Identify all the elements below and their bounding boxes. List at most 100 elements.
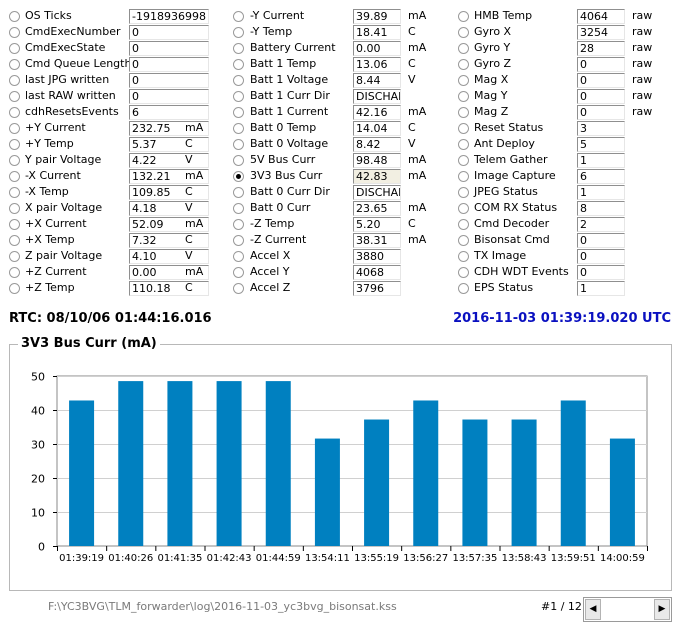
telemetry-row-y-temp[interactable]: +Y Temp 5.37 C — [9, 136, 229, 152]
telemetry-row-x-current[interactable]: +X Current 52.09 mA — [9, 216, 229, 232]
radio-button[interactable] — [9, 283, 20, 294]
telemetry-row-batt-0-temp[interactable]: Batt 0 Temp 14.04 C — [233, 120, 453, 136]
radio-button[interactable] — [458, 107, 469, 118]
telemetry-row-cmd-queue-length[interactable]: Cmd Queue Length 0 — [9, 56, 229, 72]
radio-button[interactable] — [233, 91, 244, 102]
radio-button[interactable] — [458, 123, 469, 134]
radio-button[interactable] — [233, 235, 244, 246]
telemetry-row-ant-deploy[interactable]: Ant Deploy 5 — [458, 136, 676, 152]
telemetry-row-hmb-temp[interactable]: HMB Temp 4064 raw — [458, 8, 676, 24]
radio-button[interactable] — [9, 59, 20, 70]
scroll-left-button[interactable]: ◀ — [585, 599, 601, 620]
radio-button[interactable] — [9, 155, 20, 166]
telemetry-row-y-current[interactable]: -Y Current 39.89 mA — [233, 8, 453, 24]
telemetry-row-jpeg-status[interactable]: JPEG Status 1 — [458, 184, 676, 200]
telemetry-row-batt-0-curr-dir[interactable]: Batt 0 Curr Dir DISCHAR — [233, 184, 453, 200]
telemetry-row-batt-0-voltage[interactable]: Batt 0 Voltage 8.42 V — [233, 136, 453, 152]
radio-button[interactable] — [9, 11, 20, 22]
radio-button[interactable] — [9, 27, 20, 38]
telemetry-row-accel-z[interactable]: Accel Z 3796 — [233, 280, 453, 296]
radio-button[interactable] — [233, 267, 244, 278]
radio-button[interactable] — [458, 75, 469, 86]
telemetry-row-os-ticks[interactable]: OS Ticks -1918936998 — [9, 8, 229, 24]
telemetry-row-3v3-bus-curr[interactable]: 3V3 Bus Curr 42.83 mA — [233, 168, 453, 184]
radio-button[interactable] — [458, 59, 469, 70]
radio-button[interactable] — [233, 251, 244, 262]
telemetry-row-z-temp[interactable]: -Z Temp 5.20 C — [233, 216, 453, 232]
telemetry-row-y-current[interactable]: +Y Current 232.75 mA — [9, 120, 229, 136]
telemetry-row-x-pair-voltage[interactable]: X pair Voltage 4.18 V — [9, 200, 229, 216]
telemetry-row-y-temp[interactable]: -Y Temp 18.41 C — [233, 24, 453, 40]
telemetry-row-cmdexecnumber[interactable]: CmdExecNumber 0 — [9, 24, 229, 40]
telemetry-row-batt-1-curr-dir[interactable]: Batt 1 Curr Dir DISCHAR — [233, 88, 453, 104]
radio-button[interactable] — [9, 139, 20, 150]
telemetry-row-cdh-wdt-events[interactable]: CDH WDT Events 0 — [458, 264, 676, 280]
telemetry-row-cmdexecstate[interactable]: CmdExecState 0 — [9, 40, 229, 56]
radio-button[interactable] — [233, 203, 244, 214]
telemetry-row-z-temp[interactable]: +Z Temp 110.18 C — [9, 280, 229, 296]
telemetry-row-cdhresetsevents[interactable]: cdhResetsEvents 6 — [9, 104, 229, 120]
radio-button[interactable] — [233, 27, 244, 38]
radio-button[interactable] — [458, 43, 469, 54]
radio-button[interactable] — [233, 75, 244, 86]
telemetry-row-z-pair-voltage[interactable]: Z pair Voltage 4.10 V — [9, 248, 229, 264]
radio-button[interactable] — [458, 91, 469, 102]
radio-button[interactable] — [233, 59, 244, 70]
telemetry-row-gyro-z[interactable]: Gyro Z 0 raw — [458, 56, 676, 72]
telemetry-row-mag-z[interactable]: Mag Z 0 raw — [458, 104, 676, 120]
radio-button[interactable] — [233, 123, 244, 134]
radio-button[interactable] — [233, 283, 244, 294]
telemetry-row-telem-gather[interactable]: Telem Gather 1 — [458, 152, 676, 168]
telemetry-row-mag-x[interactable]: Mag X 0 raw — [458, 72, 676, 88]
radio-button[interactable] — [458, 251, 469, 262]
telemetry-row-x-temp[interactable]: -X Temp 109.85 C — [9, 184, 229, 200]
radio-button[interactable] — [233, 11, 244, 22]
radio-button[interactable] — [9, 235, 20, 246]
telemetry-row-image-capture[interactable]: Image Capture 6 — [458, 168, 676, 184]
radio-button[interactable] — [458, 219, 469, 230]
telemetry-row-z-current[interactable]: +Z Current 0.00 mA — [9, 264, 229, 280]
radio-button[interactable] — [458, 235, 469, 246]
radio-button[interactable] — [458, 203, 469, 214]
radio-button[interactable] — [458, 11, 469, 22]
radio-button[interactable] — [9, 107, 20, 118]
radio-button[interactable] — [458, 283, 469, 294]
telemetry-row-battery-current[interactable]: Battery Current 0.00 mA — [233, 40, 453, 56]
telemetry-row-z-current[interactable]: -Z Current 38.31 mA — [233, 232, 453, 248]
telemetry-row-last-raw-written[interactable]: last RAW written 0 — [9, 88, 229, 104]
telemetry-row-gyro-x[interactable]: Gyro X 3254 raw — [458, 24, 676, 40]
radio-button[interactable] — [233, 155, 244, 166]
page-scrollbar[interactable]: ◀ ▶ — [583, 597, 672, 622]
telemetry-row-last-jpg-written[interactable]: last JPG written 0 — [9, 72, 229, 88]
radio-button[interactable] — [458, 267, 469, 278]
radio-button[interactable] — [233, 107, 244, 118]
radio-button[interactable] — [458, 27, 469, 38]
telemetry-row-tx-image[interactable]: TX Image 0 — [458, 248, 676, 264]
telemetry-row-cmd-decoder[interactable]: Cmd Decoder 2 — [458, 216, 676, 232]
radio-button[interactable] — [458, 171, 469, 182]
radio-button[interactable] — [9, 187, 20, 198]
radio-button[interactable] — [9, 251, 20, 262]
scroll-track[interactable] — [602, 599, 653, 620]
radio-button[interactable] — [9, 75, 20, 86]
telemetry-row-x-temp[interactable]: +X Temp 7.32 C — [9, 232, 229, 248]
telemetry-row-5v-bus-curr[interactable]: 5V Bus Curr 98.48 mA — [233, 152, 453, 168]
telemetry-row-bisonsat-cmd[interactable]: Bisonsat Cmd 0 — [458, 232, 676, 248]
radio-button[interactable] — [9, 171, 20, 182]
radio-button[interactable] — [9, 43, 20, 54]
radio-button[interactable] — [9, 267, 20, 278]
radio-button[interactable] — [233, 187, 244, 198]
telemetry-row-com-rx-status[interactable]: COM RX Status 8 — [458, 200, 676, 216]
telemetry-row-accel-x[interactable]: Accel X 3880 — [233, 248, 453, 264]
telemetry-row-batt-0-curr[interactable]: Batt 0 Curr 23.65 mA — [233, 200, 453, 216]
radio-button[interactable] — [9, 203, 20, 214]
radio-button[interactable] — [233, 139, 244, 150]
scroll-right-button[interactable]: ▶ — [654, 599, 670, 620]
telemetry-row-accel-y[interactable]: Accel Y 4068 — [233, 264, 453, 280]
telemetry-row-x-current[interactable]: -X Current 132.21 mA — [9, 168, 229, 184]
radio-button[interactable] — [458, 155, 469, 166]
radio-button[interactable] — [9, 219, 20, 230]
telemetry-row-reset-status[interactable]: Reset Status 3 — [458, 120, 676, 136]
telemetry-row-mag-y[interactable]: Mag Y 0 raw — [458, 88, 676, 104]
radio-button[interactable] — [9, 91, 20, 102]
